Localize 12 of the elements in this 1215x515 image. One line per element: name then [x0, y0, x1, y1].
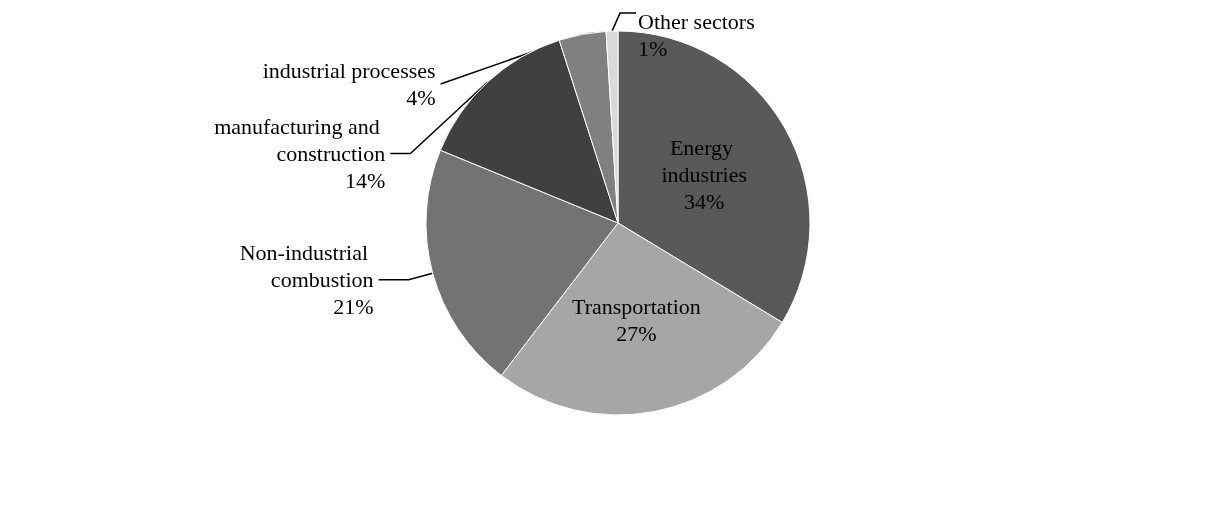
data-label: 34% [684, 188, 725, 214]
slice-label: Non-industrial combustion [239, 240, 374, 293]
data-label: 21% [333, 294, 374, 320]
data-label: 4% [406, 85, 436, 110]
data-label: 27% [616, 321, 657, 347]
slice-label: Transportation [571, 294, 701, 320]
slice-label: Energy industries [661, 134, 748, 187]
slice-label: Other sectors [638, 9, 755, 35]
data-label: 1% [638, 36, 668, 62]
data-label: 14% [344, 168, 386, 193]
slice-label: industrial processes [262, 58, 436, 83]
slice-label: manufacturing and construction [214, 114, 386, 166]
